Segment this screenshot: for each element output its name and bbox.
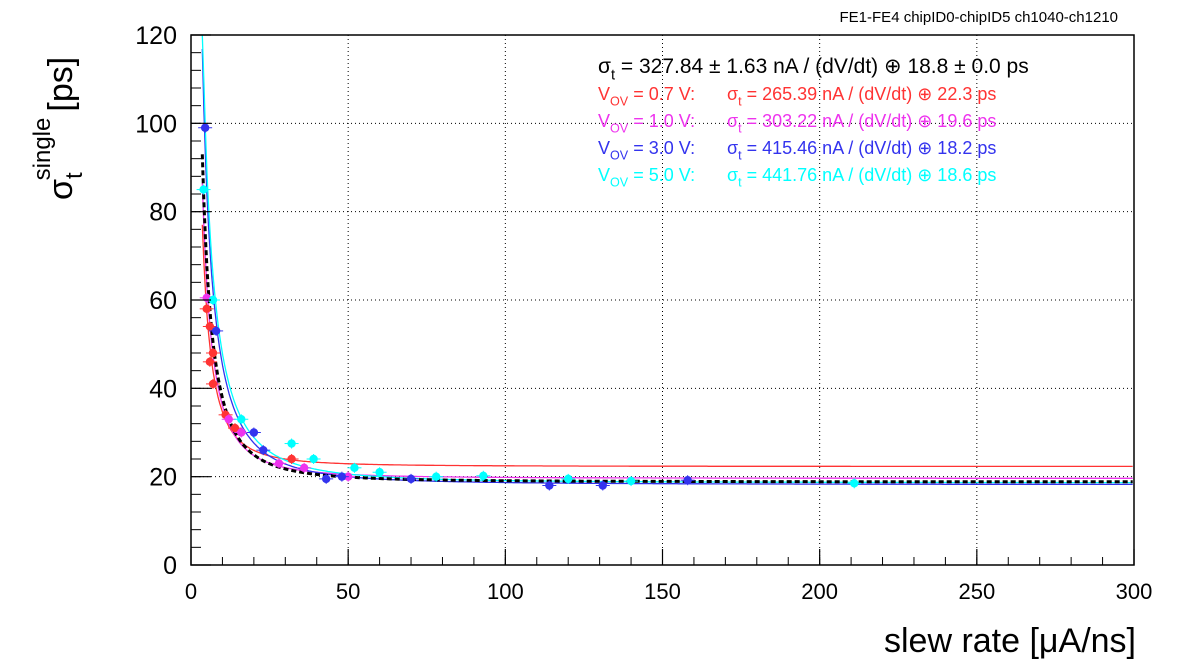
legend-combined-fit: σt = 327.84 ± 1.63 nA / (dV/dt) ⊕ 18.8 ±… [598, 55, 1029, 83]
fit-curve-series-0 [201, 224, 1133, 468]
axes: 0 50 100 150 200 250 300 0 20 40 60 80 100 120 [135, 22, 1152, 604]
data-point-series-0 [205, 357, 215, 367]
data-point-series-1 [299, 463, 309, 473]
y-label-sub: t [61, 172, 88, 179]
x-tick-label: 0 [185, 579, 197, 604]
y-axis-label: σtsingle [ps] [29, 57, 88, 200]
fit-curve-combined [200, 154, 1133, 484]
data-points [196, 122, 862, 491]
legend-series-name-3: VOV = 5.0 V: [598, 165, 695, 189]
data-point-series-3 [237, 415, 246, 424]
y-tick-label: 40 [149, 375, 177, 403]
data-point-series-1 [237, 428, 246, 437]
legend: σt = 327.84 ± 1.63 nA / (dV/dt) ⊕ 18.8 ±… [598, 55, 1029, 189]
svg-text:σtsingle[ps]: σtsingle [ps] [29, 57, 88, 200]
x-tick-label: 100 [487, 579, 524, 604]
data-point-series-2 [545, 481, 554, 490]
data-point-series-0 [208, 379, 218, 389]
data-point-series-0 [202, 304, 211, 314]
y-tick-label: 20 [149, 464, 177, 492]
data-point-series-2 [211, 326, 221, 336]
x-tick-label: 150 [644, 579, 681, 604]
data-point-series-0 [208, 348, 218, 358]
legend-series-name-0: VOV = 0.7 V: [598, 84, 695, 108]
legend-series-fit-2: σt = 415.46 nA / (dV/dt) ⊕ 18.2 ps [727, 138, 996, 162]
y-label-unit: [ps] [42, 57, 80, 112]
grid [191, 35, 1134, 565]
legend-series-name-1: VOV = 1.0 V: [598, 111, 695, 135]
data-point-series-3 [350, 463, 359, 473]
data-point-series-3 [479, 471, 488, 480]
data-point-series-2 [406, 474, 416, 484]
data-point-series-2 [259, 445, 268, 455]
data-point-series-0 [287, 454, 296, 464]
data-point-series-3 [564, 474, 573, 484]
legend-series-fit-3: σt = 441.76 nA / (dV/dt) ⊕ 18.6 ps [727, 165, 996, 189]
data-point-series-3 [626, 476, 636, 486]
legend-series-fit-0: σt = 265.39 nA / (dV/dt) ⊕ 22.3 ps [727, 84, 996, 108]
data-point-series-3 [431, 472, 441, 481]
data-point-series-3 [199, 185, 208, 194]
x-axis-label: slew rate [μA/ns] [884, 622, 1136, 660]
data-point-series-3 [287, 439, 296, 448]
data-point-series-2 [249, 428, 259, 437]
y-tick-label: 100 [135, 110, 177, 138]
y-tick-label: 120 [135, 22, 177, 50]
data-point-series-1 [224, 415, 233, 424]
chart-header: FE1-FE4 chipID0-chipID5 ch1040-ch1210 [840, 9, 1118, 26]
data-point-series-3 [309, 454, 318, 464]
y-label-sup: single [29, 118, 56, 181]
data-point-series-3 [375, 468, 384, 477]
data-point-series-3 [208, 295, 218, 305]
y-tick-label: 80 [149, 199, 177, 227]
x-tick-label: 50 [336, 579, 360, 604]
data-point-series-0 [230, 423, 240, 433]
data-point-series-2 [321, 474, 331, 484]
x-tick-label: 300 [1116, 579, 1153, 604]
y-tick-label: 60 [149, 287, 177, 315]
y-label-base: σ [42, 179, 80, 200]
data-point-series-2 [337, 472, 347, 481]
x-tick-label: 250 [958, 579, 995, 604]
data-point-series-2 [200, 123, 210, 132]
legend-series-fit-1: σt = 303.22 nA / (dV/dt) ⊕ 19.6 ps [727, 111, 996, 135]
data-point-series-2 [683, 476, 692, 485]
data-point-series-0 [205, 322, 215, 331]
x-tick-label: 200 [801, 579, 838, 604]
data-point-series-3 [850, 479, 859, 488]
y-tick-label: 0 [163, 552, 177, 580]
data-point-series-2 [598, 481, 607, 490]
fit-curve-series-1 [201, 183, 1133, 479]
data-point-series-1 [274, 459, 284, 468]
legend-series-name-2: VOV = 3.0 V: [598, 138, 695, 162]
fit-curves [200, 34, 1133, 486]
